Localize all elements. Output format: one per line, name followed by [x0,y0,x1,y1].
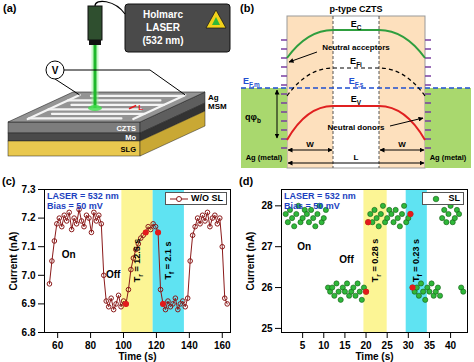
html-text:LASER = 532 nm: LASER = 532 nm [284,191,356,201]
svg-text:Tr = 0.28 s: Tr = 0.28 s [370,239,382,282]
svg-text:L: L [354,153,359,162]
html-text:(d): (d) [239,175,253,187]
svg-text:(b): (b) [240,2,254,14]
svg-text:7.1: 7.1 [22,241,36,252]
svg-text:Tf = 2.1 s: Tf = 2.1 s [163,242,175,280]
svg-text:120: 120 [148,340,165,351]
svg-text:40: 40 [445,340,457,351]
html-text:LASER = 532 nm: LASER = 532 nm [47,191,119,201]
svg-text:On: On [62,249,76,260]
svg-text:(a): (a) [3,2,17,14]
html-text:(c): (c) [2,175,16,187]
svg-text:(532 nm): (532 nm) [142,35,183,46]
svg-text:7.2: 7.2 [22,212,36,223]
svg-text:5: 5 [300,340,306,351]
svg-text:100: 100 [115,340,132,351]
svg-text:Ag: Ag [208,93,219,102]
svg-text:30: 30 [403,340,415,351]
svg-text:EFi: EFi [350,56,362,68]
html-text:SL: SL [448,193,460,203]
svg-text:EV: EV [351,94,362,106]
svg-text:Neutral donors: Neutral donors [328,123,385,132]
html-text:W/O SL: W/O SL [191,193,223,203]
svg-text:MSM: MSM [208,102,227,111]
svg-text:Time (s): Time (s) [355,351,393,362]
svg-text:7.0: 7.0 [22,270,36,281]
svg-text:Off: Off [106,269,121,280]
svg-text:6.9: 6.9 [22,298,36,309]
svg-text:15: 15 [339,340,351,351]
svg-text:W: W [398,140,406,149]
svg-text:26: 26 [261,282,273,293]
svg-text:10: 10 [318,340,330,351]
svg-text:On: On [297,241,311,252]
svg-text:EF,m: EF,m [243,76,260,89]
svg-text:Time (s): Time (s) [118,351,156,362]
svg-text:Current (nA): Current (nA) [245,232,256,291]
html-text:Bias = 50 mV: Bias = 50 mV [284,201,340,211]
svg-text:140: 140 [181,340,198,351]
svg-text:28: 28 [261,200,273,211]
svg-text:80: 80 [85,340,97,351]
svg-text:60: 60 [52,340,64,351]
svg-text:EF,s: EF,s [349,76,364,89]
svg-text:6.8: 6.8 [22,327,36,338]
svg-text:7.3: 7.3 [22,184,36,195]
svg-text:35: 35 [424,340,436,351]
svg-text:qφb: qφb [245,112,261,124]
svg-text:CZTS: CZTS [116,124,136,133]
svg-text:Mo: Mo [125,133,136,142]
svg-text:27: 27 [261,241,273,252]
svg-text:Off: Off [339,254,354,265]
svg-text:V: V [52,65,59,76]
svg-text:Holmarc: Holmarc [143,9,183,20]
svg-text:L: L [138,103,143,112]
svg-text:SLG: SLG [121,145,137,154]
svg-text:25: 25 [382,340,394,351]
html-text:Bias = 50 mV: Bias = 50 mV [47,201,103,211]
svg-text:Tf = 0.23 s: Tf = 0.23 s [411,239,423,282]
svg-text:160: 160 [214,340,231,351]
svg-text:Ag (metal): Ag (metal) [246,153,283,162]
svg-text:20: 20 [360,340,372,351]
svg-text:25: 25 [261,323,273,334]
svg-text:Tr = 12.5 s: Tr = 12.5 s [132,239,144,282]
svg-text:Neutral acceptors: Neutral acceptors [322,43,390,52]
svg-text:Current (nA): Current (nA) [8,232,19,291]
svg-text:Ag (metal): Ag (metal) [430,153,467,162]
svg-text:LASER: LASER [146,22,181,33]
svg-text:EC: EC [351,19,362,31]
svg-text:W: W [306,140,314,149]
svg-text:p-type CZTS: p-type CZTS [330,4,383,14]
